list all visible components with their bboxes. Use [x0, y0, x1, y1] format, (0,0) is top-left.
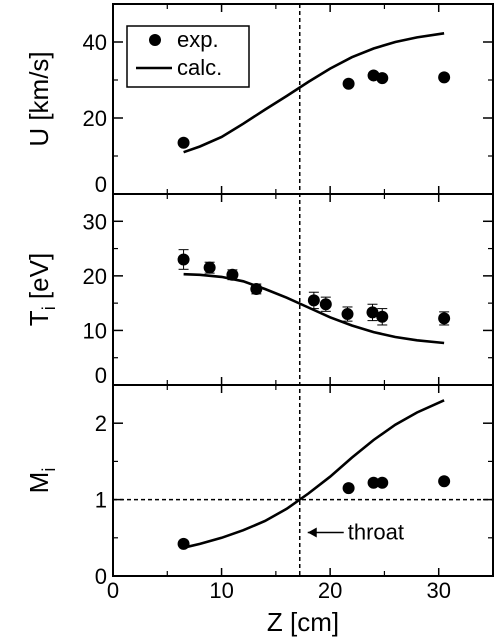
y-tick-label: 1	[95, 488, 107, 513]
data-point	[342, 77, 355, 90]
annotation-label: throat	[348, 519, 404, 544]
legend-box	[126, 25, 250, 88]
data-point	[438, 71, 451, 84]
plot-frame	[112, 193, 494, 386]
x-tick-label: 30	[426, 578, 450, 603]
data-point	[342, 482, 355, 495]
data-point	[376, 476, 389, 489]
series-line	[183, 32, 445, 154]
y-tick-label: 30	[83, 209, 107, 234]
y-axis-label: U [km/s]	[24, 51, 54, 146]
panel-Mi: 0 1 2 Mi throat	[24, 384, 494, 589]
data-point	[177, 253, 190, 266]
data-point	[177, 136, 190, 149]
y-tick-label: 0	[95, 564, 107, 589]
x-axis-label: Z [cm]	[267, 607, 339, 637]
series-line	[183, 399, 445, 549]
annotation-arrowhead	[307, 527, 317, 538]
data-point	[307, 294, 320, 307]
plot-frame	[112, 384, 494, 577]
y-axis-label: Mi	[24, 468, 59, 494]
panel-Ti: 0 10 20 30 Ti [eV]	[24, 193, 494, 388]
data-point	[376, 310, 389, 323]
data-point	[341, 308, 354, 321]
data-point	[438, 312, 451, 325]
legend-label: calc.	[177, 55, 222, 80]
data-point	[366, 306, 379, 319]
y-tick-label: 10	[83, 318, 107, 343]
x-tick-label: 10	[209, 578, 233, 603]
y-axis-label: Ti [eV]	[24, 253, 59, 326]
x-tick-label: 0	[107, 578, 119, 603]
data-point	[438, 475, 451, 488]
x-tick-label: 20	[318, 578, 342, 603]
y-tick-label: 40	[83, 30, 107, 55]
y-tick-label: 0	[95, 363, 107, 388]
data-point	[177, 537, 190, 550]
data-point	[319, 298, 332, 311]
legend-marker	[149, 34, 161, 46]
panel-U: 0 20 40 U [km/s] exp. calc.	[24, 3, 494, 197]
series-line	[183, 272, 445, 345]
legend-label: exp.	[177, 27, 219, 52]
y-tick-label: 20	[83, 264, 107, 289]
data-point	[367, 476, 380, 489]
legend: exp. calc.	[126, 25, 250, 88]
data-point	[376, 72, 389, 85]
y-tick-label: 2	[95, 411, 107, 436]
y-tick-label: 0	[95, 172, 107, 197]
data-point	[203, 261, 216, 274]
y-tick-label: 20	[83, 106, 107, 131]
